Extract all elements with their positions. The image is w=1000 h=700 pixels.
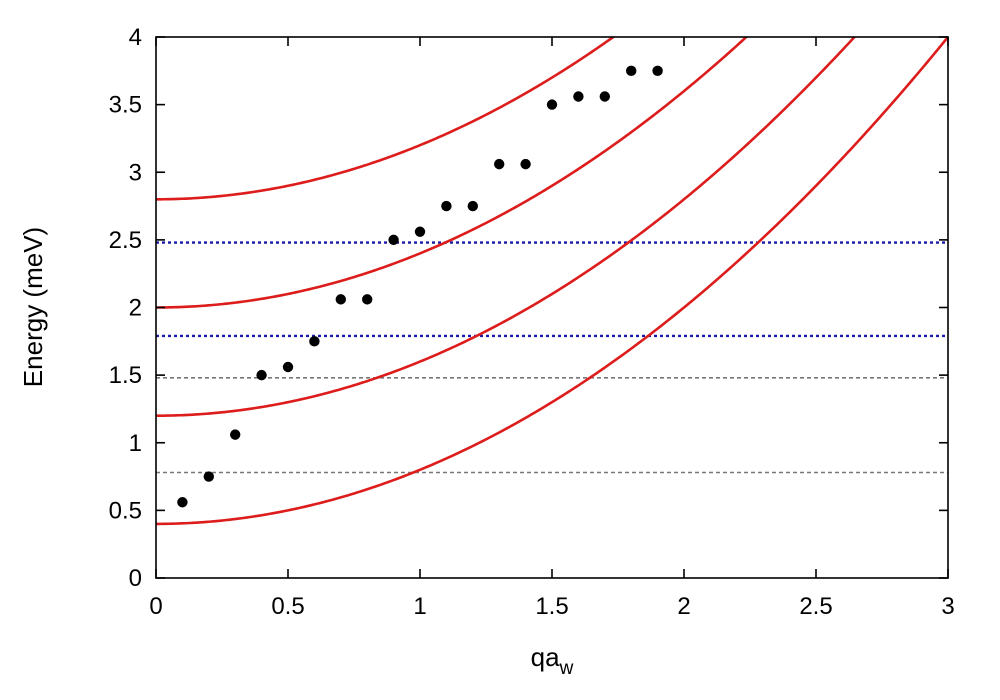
y-tick-label: 0.5 <box>109 497 142 524</box>
data-point-10 <box>414 226 426 237</box>
data-point-19 <box>652 65 663 77</box>
data-point-18 <box>626 65 637 77</box>
data-point-9 <box>388 234 399 246</box>
x-axis-title-subscript: w <box>559 658 574 679</box>
x-axis-title: qaw <box>531 642 574 679</box>
y-tick-label: 2 <box>129 295 142 322</box>
data-points <box>177 65 663 508</box>
data-point-8 <box>362 294 373 305</box>
data-point-5 <box>282 361 294 373</box>
x-axis-title-main: qa <box>531 642 560 672</box>
data-point-16 <box>573 91 584 102</box>
x-tick-label: 1 <box>413 593 426 620</box>
x-tick-label: 3 <box>941 593 954 620</box>
data-point-11 <box>441 200 452 212</box>
data-point-17 <box>599 91 610 102</box>
data-point-13 <box>494 158 505 170</box>
curve-2 <box>156 37 857 417</box>
x-tick-label: 0 <box>149 593 162 620</box>
data-point-6 <box>309 336 320 347</box>
data-point-2 <box>203 471 214 482</box>
plot-frame <box>155 36 949 579</box>
curve-4 <box>156 37 616 201</box>
reference-lines <box>156 241 948 474</box>
y-tick-label: 1.5 <box>109 362 142 389</box>
x-tick-label: 2 <box>677 593 690 620</box>
curve-1 <box>156 37 948 526</box>
x-tick-label: 2.5 <box>799 593 832 620</box>
data-point-15 <box>546 99 558 110</box>
y-tick-label: 4 <box>129 24 142 51</box>
data-point-4 <box>256 369 267 381</box>
x-tick-label: 0.5 <box>271 593 304 620</box>
y-tick-label: 2.5 <box>109 227 142 254</box>
y-axis-title: Energy (meV) <box>18 227 48 387</box>
y-tick-label: 3 <box>129 159 142 186</box>
curve-3 <box>156 37 749 309</box>
y-tick-label: 3.5 <box>109 92 142 119</box>
y-tick-label: 1 <box>129 430 142 457</box>
data-point-3 <box>230 429 241 440</box>
x-tick-label: 1.5 <box>535 593 568 620</box>
data-point-1 <box>177 497 188 508</box>
axis-ticks: 0 0.5 1 1.5 2 2.5 3 0 0.5 1 1.5 2 2.5 3 3.5 4 <box>109 24 955 620</box>
data-point-7 <box>335 294 346 305</box>
model-curves <box>156 37 948 526</box>
data-point-12 <box>467 200 478 212</box>
y-tick-label: 0 <box>129 565 142 592</box>
data-point-14 <box>520 158 531 170</box>
